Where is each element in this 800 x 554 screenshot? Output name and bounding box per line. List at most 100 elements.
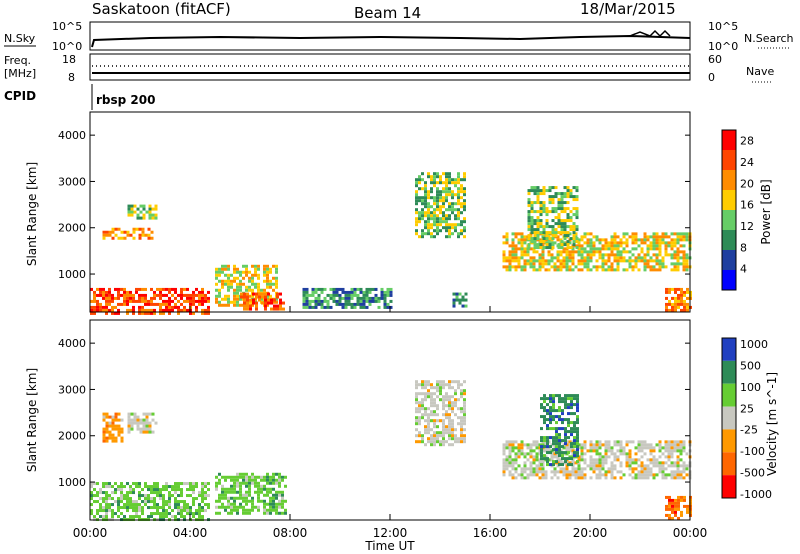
echo-region [215,472,287,515]
cpid-panel: CPID rbsp 200 [4,84,155,110]
nave-tick-top: 60 [708,53,722,66]
colorbar-tick-label: 16 [740,199,754,212]
echo-region [527,186,579,250]
colorbar-segment [722,230,736,250]
x-tick-label: 12:00 [373,526,408,540]
y-tick-label: 1000 [58,476,86,489]
x-tick-label: 08:00 [273,526,308,540]
nave-label: Nave [746,65,774,78]
colorbar-segment [722,452,736,476]
plot-title: Saskatoon (fitACF) [92,0,231,18]
x-axis-label: Time UT [364,539,415,553]
echo-region [452,292,468,308]
colorbar-tick-label: 500 [740,359,761,372]
colorbar-tick-label: -1000 [740,488,772,501]
y-tick-label: 2000 [58,430,86,443]
nsky-panel: N.Sky 10^5 10^0 N.Search 10^5 10^0 [4,20,794,53]
colorbar-segment [722,130,736,150]
power-panel: 1000 2000 3000 4000 Slant Range [km] 4 8 12 16… [25,111,773,315]
x-tick-label: 00:00 [73,526,108,540]
nsearch-label: N.Search [744,32,794,45]
colorbar-segment [722,270,736,290]
colorbar-tick-label: 8 [740,241,747,254]
echo-region [240,292,285,311]
x-tick-label: 00:00 [673,526,708,540]
velocity-panel: 1000 2000 3000 4000 Slant Range [km] 1000 50… [25,319,779,522]
date-label: 18/Mar/2015 [580,0,676,18]
colorbar-segment [722,429,736,453]
colorbar-tick-label: 100 [740,381,761,394]
colorbar-tick-label: 4 [740,263,747,276]
power-echoes [90,172,692,315]
echo-region [90,287,210,315]
colorbar-segment [722,383,736,407]
cpid-label: CPID [4,89,36,103]
colorbar-segment [722,190,736,210]
colorbar-tick-label: 24 [740,156,754,169]
colorbar-tick-label: 28 [740,135,754,148]
echo-region [415,172,466,239]
nsky-label: N.Sky [4,32,36,45]
colorbar-tick-label: 1000 [740,338,768,351]
echo-region [127,412,158,434]
freq-label-2: [MHz] [4,67,36,80]
power-ylabel: Slant Range [km] [25,162,39,266]
colorbar-segment [722,250,736,270]
echo-region [502,440,692,480]
cpid-program: rbsp 200 [96,93,155,107]
echo-region [415,380,466,447]
freq-tick-bottom: 8 [68,71,75,84]
velocity-y-axis: 1000 2000 3000 4000 [58,337,690,489]
nsky-tick-top: 10^5 [52,20,82,33]
y-tick-label: 1000 [58,268,86,281]
power-frame [89,111,691,313]
colorbar-segment [722,406,736,430]
nave-tick-bottom: 0 [708,71,715,84]
freq-frame [89,53,691,81]
x-tick-label: 16:00 [473,526,508,540]
velocity-colorbar: 1000 500 100 25 -25 -100 -500 -1000 [721,337,772,501]
x-tick-label: 20:00 [573,526,608,540]
colorbar-segment [722,360,736,384]
freq-tick-top: 18 [62,53,76,66]
power-cbar-label: Power [dB] [759,179,773,244]
echo-region [102,227,154,240]
echo-region [302,287,393,309]
colorbar-tick-label: -25 [740,424,758,437]
echo-region [665,495,692,520]
nsearch-tick-top: 10^5 [708,20,738,33]
echo-region [540,394,579,467]
nsearch-tick-bottom: 10^0 [708,40,738,53]
y-tick-label: 4000 [58,337,86,350]
nsky-frame [89,21,691,51]
nsearch-trace [629,29,671,38]
freq-panel: Freq. [MHz] 18 8 60 0 Nave [4,53,774,84]
y-tick-label: 2000 [58,222,86,235]
y-tick-label: 3000 [58,383,86,396]
echo-region [102,412,124,443]
nsky-tick-bottom: 10^0 [52,40,82,53]
echo-region [665,287,692,312]
velocity-ylabel: Slant Range [km] [25,368,39,472]
colorbar-segment [722,150,736,170]
colorbar-segment [722,338,736,361]
time-axis: 00:00 04:00 08:00 12:00 16:00 20:00 00:00 [73,306,708,540]
echo-region [127,204,158,220]
echo-region [90,482,210,522]
echo-region [502,232,692,272]
colorbar-segment [722,170,736,190]
power-colorbar: 4 8 12 16 20 24 28 [721,129,754,291]
x-tick-label: 04:00 [173,526,208,540]
nsky-trace [91,34,691,48]
colorbar-segment [722,210,736,230]
colorbar-tick-label: -100 [740,445,765,458]
colorbar-tick-label: 12 [740,220,754,233]
colorbar-tick-label: 25 [740,402,754,415]
freq-label-1: Freq. [4,54,31,67]
beam-label: Beam 14 [354,4,421,22]
velocity-echoes [90,380,692,522]
power-y-axis: 1000 2000 3000 4000 [58,129,690,281]
y-tick-label: 4000 [58,129,86,142]
y-tick-label: 3000 [58,175,86,188]
